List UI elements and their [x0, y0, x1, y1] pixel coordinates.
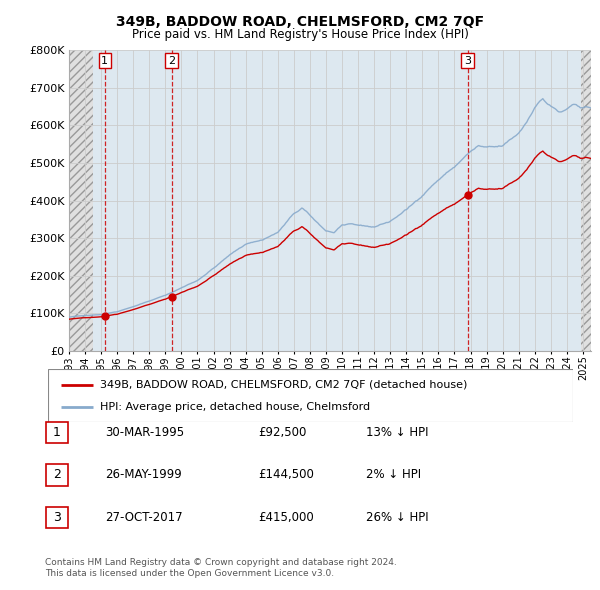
Text: £415,000: £415,000	[258, 511, 314, 524]
Text: Contains HM Land Registry data © Crown copyright and database right 2024.
This d: Contains HM Land Registry data © Crown c…	[45, 558, 397, 578]
FancyBboxPatch shape	[46, 464, 68, 486]
Text: 3: 3	[53, 511, 61, 524]
Bar	[581, 50, 591, 351]
Text: Price paid vs. HM Land Registry's House Price Index (HPI): Price paid vs. HM Land Registry's House …	[131, 28, 469, 41]
Text: 2% ↓ HPI: 2% ↓ HPI	[366, 468, 421, 481]
FancyBboxPatch shape	[46, 507, 68, 528]
Text: 349B, BADDOW ROAD, CHELMSFORD, CM2 7QF (detached house): 349B, BADDOW ROAD, CHELMSFORD, CM2 7QF (…	[101, 380, 468, 389]
Text: 2: 2	[53, 468, 61, 481]
Text: 26-MAY-1999: 26-MAY-1999	[105, 468, 182, 481]
Text: 13% ↓ HPI: 13% ↓ HPI	[366, 426, 428, 439]
Text: £144,500: £144,500	[258, 468, 314, 481]
FancyBboxPatch shape	[46, 422, 68, 443]
Text: 1: 1	[101, 55, 109, 65]
Text: 27-OCT-2017: 27-OCT-2017	[105, 511, 182, 524]
Text: 26% ↓ HPI: 26% ↓ HPI	[366, 511, 428, 524]
Text: HPI: Average price, detached house, Chelmsford: HPI: Average price, detached house, Chel…	[101, 402, 371, 412]
Text: 1: 1	[53, 426, 61, 439]
Bar	[69, 50, 93, 351]
Text: 2: 2	[168, 55, 175, 65]
Text: 3: 3	[464, 55, 471, 65]
Text: £92,500: £92,500	[258, 426, 307, 439]
Text: 30-MAR-1995: 30-MAR-1995	[105, 426, 184, 439]
FancyBboxPatch shape	[48, 369, 573, 422]
Text: 349B, BADDOW ROAD, CHELMSFORD, CM2 7QF: 349B, BADDOW ROAD, CHELMSFORD, CM2 7QF	[116, 15, 484, 29]
